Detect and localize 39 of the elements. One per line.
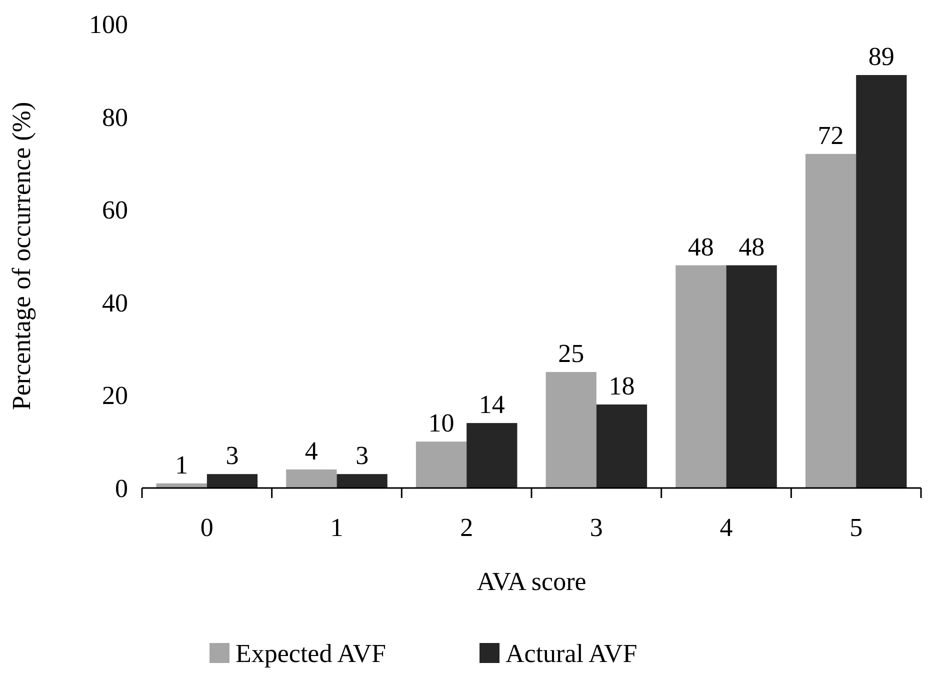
bar [416, 442, 467, 488]
data-label: 14 [478, 390, 505, 420]
data-label: 72 [818, 120, 844, 150]
x-tick-label: 3 [590, 513, 603, 542]
data-label: 3 [356, 441, 369, 470]
x-tick-label: 0 [200, 513, 214, 542]
x-tick-label: 4 [720, 513, 733, 542]
data-label: 3 [226, 441, 239, 470]
bar [596, 404, 648, 488]
bar [805, 154, 856, 488]
data-label: 48 [688, 232, 714, 262]
data-label: 1 [175, 450, 188, 480]
data-label: 25 [558, 339, 584, 368]
bar [286, 469, 337, 488]
bar [466, 423, 518, 488]
data-label: 10 [428, 408, 454, 438]
x-axis-title: AVA score [476, 567, 586, 596]
x-tick-label: 5 [850, 513, 863, 542]
legend-label: Expected AVF [236, 639, 386, 668]
y-tick-label: 0 [115, 474, 128, 503]
bar [546, 372, 596, 488]
x-tick-label: 2 [460, 513, 474, 542]
bar [726, 265, 777, 488]
y-axis-title: Percentage of occurrence (%) [7, 102, 36, 410]
data-label: 89 [868, 42, 894, 72]
bar [206, 474, 258, 488]
data-label: 48 [738, 232, 765, 262]
y-tick-label: 20 [102, 381, 128, 410]
y-tick-label: 60 [102, 196, 128, 225]
y-tick-label: 100 [89, 10, 128, 39]
legend-label: Actural AVF [506, 639, 638, 668]
y-tick-label: 40 [102, 288, 128, 318]
bar [856, 75, 907, 488]
data-label: 18 [608, 371, 635, 400]
data-label: 4 [304, 436, 318, 466]
x-tick-label: 1 [330, 513, 344, 542]
bar [336, 474, 388, 488]
bar [676, 265, 726, 488]
y-tick-label: 80 [102, 102, 128, 132]
